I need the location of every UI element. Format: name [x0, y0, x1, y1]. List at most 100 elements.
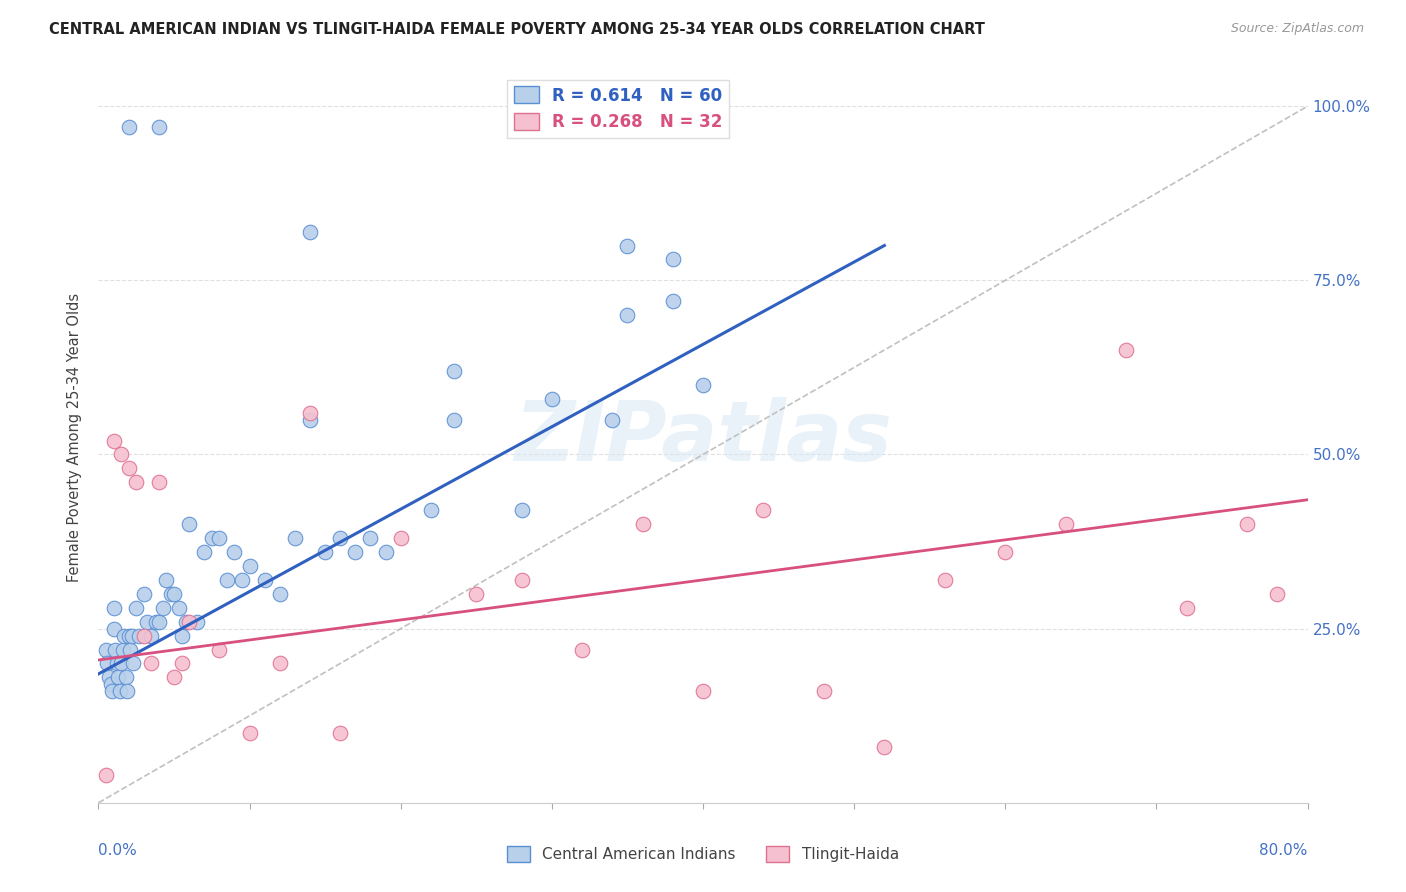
Point [163, 587, 186, 601]
Point [344, 545, 367, 559]
Point [329, 726, 352, 740]
Point [152, 600, 174, 615]
Point [128, 629, 150, 643]
Point [114, 670, 136, 684]
Point [934, 573, 956, 587]
Point [141, 629, 163, 643]
Point [299, 406, 322, 420]
Point [163, 670, 186, 684]
Point [179, 517, 201, 532]
Point [145, 615, 167, 629]
Point [329, 531, 352, 545]
Point [148, 615, 170, 629]
Point [374, 545, 396, 559]
Point [284, 531, 307, 545]
Point [571, 642, 593, 657]
Point [208, 531, 231, 545]
Point [299, 412, 322, 426]
Point [122, 657, 145, 671]
Point [602, 412, 624, 426]
Point [167, 600, 190, 615]
Text: 0.0%: 0.0% [98, 843, 138, 858]
Point [1175, 600, 1198, 615]
Point [96, 657, 118, 671]
Point [692, 377, 714, 392]
Point [108, 684, 131, 698]
Point [100, 677, 122, 691]
Point [104, 642, 127, 657]
Point [103, 434, 125, 448]
Point [105, 657, 128, 671]
Point [155, 573, 177, 587]
Point [112, 629, 135, 643]
Point [179, 615, 201, 629]
Point [224, 545, 246, 559]
Point [125, 475, 148, 490]
Point [389, 531, 412, 545]
Point [661, 252, 683, 267]
Text: CENTRAL AMERICAN INDIAN VS TLINGIT-HAIDA FEMALE POVERTY AMONG 25-34 YEAR OLDS CO: CENTRAL AMERICAN INDIAN VS TLINGIT-HAIDA… [49, 22, 986, 37]
Point [208, 642, 231, 657]
Point [540, 392, 562, 406]
Point [1267, 587, 1289, 601]
Text: 80.0%: 80.0% [1260, 843, 1308, 858]
Point [94, 642, 117, 657]
Point [110, 448, 132, 462]
Point [110, 657, 132, 671]
Point [101, 684, 124, 698]
Point [239, 558, 262, 573]
Point [269, 587, 291, 601]
Text: Source: ZipAtlas.com: Source: ZipAtlas.com [1230, 22, 1364, 36]
Point [510, 503, 533, 517]
Point [231, 573, 253, 587]
Point [813, 684, 835, 698]
Point [148, 120, 170, 134]
Point [443, 412, 465, 426]
Point [132, 587, 155, 601]
Point [994, 545, 1017, 559]
Point [1236, 517, 1258, 532]
Point [107, 670, 129, 684]
Point [193, 545, 215, 559]
Point [253, 573, 276, 587]
Point [115, 684, 138, 698]
Point [98, 670, 121, 684]
Point [121, 629, 143, 643]
Point [170, 629, 193, 643]
Point [299, 225, 322, 239]
Point [201, 531, 224, 545]
Point [465, 587, 488, 601]
Point [269, 657, 291, 671]
Point [148, 475, 170, 490]
Point [94, 768, 117, 782]
Point [125, 600, 148, 615]
Point [103, 600, 125, 615]
Point [118, 120, 141, 134]
Point [360, 531, 382, 545]
Point [111, 642, 134, 657]
Point [616, 238, 638, 252]
Point [174, 615, 197, 629]
Point [631, 517, 654, 532]
Point [118, 461, 141, 475]
Point [752, 503, 775, 517]
Point [1115, 343, 1137, 357]
Point [873, 740, 896, 755]
Point [314, 545, 336, 559]
Point [103, 622, 125, 636]
Point [1054, 517, 1077, 532]
Point [239, 726, 262, 740]
Point [118, 629, 141, 643]
Point [186, 615, 208, 629]
Point [215, 573, 238, 587]
Point [510, 573, 533, 587]
Point [443, 364, 465, 378]
Y-axis label: Female Poverty Among 25-34 Year Olds: Female Poverty Among 25-34 Year Olds [67, 293, 83, 582]
Point [170, 657, 193, 671]
Point [135, 615, 157, 629]
Point [661, 294, 683, 309]
Point [692, 684, 714, 698]
Point [132, 629, 155, 643]
Point [420, 503, 443, 517]
Legend: Central American Indians, Tlingit-Haida: Central American Indians, Tlingit-Haida [501, 840, 905, 868]
